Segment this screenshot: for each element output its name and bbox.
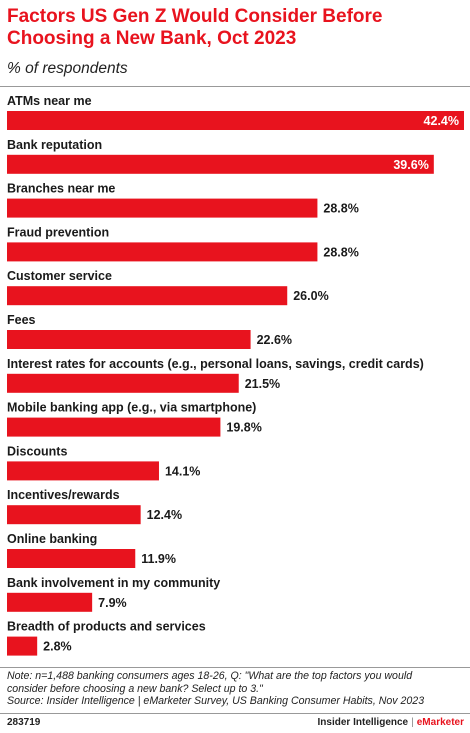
value-label: 28.8% xyxy=(323,202,358,216)
category-label: Branches near me xyxy=(7,182,115,196)
bar-row: Bank involvement in my community 7.9% xyxy=(7,576,220,612)
value-label: 39.6% xyxy=(393,158,428,172)
value-label: 21.5% xyxy=(245,377,280,391)
bar xyxy=(7,417,221,437)
bar xyxy=(7,198,318,218)
bar xyxy=(7,330,251,349)
bar-row: Online banking 11.9% xyxy=(7,532,176,568)
category-label: Discounts xyxy=(7,444,67,458)
value-label: 22.6% xyxy=(257,333,292,347)
category-label: Fraud prevention xyxy=(7,225,109,239)
bar-row: Customer service 26.0% xyxy=(7,269,329,306)
bar xyxy=(7,154,434,174)
bar xyxy=(7,461,159,481)
bar-row: Breadth of products and services 2.8% xyxy=(7,620,206,656)
bar-row: Interest rates for accounts (e.g., perso… xyxy=(7,357,424,393)
note-line-1: Note: n=1,488 banking consumers ages 18-… xyxy=(7,670,413,682)
value-label: 26.0% xyxy=(293,289,328,303)
bar-row: Incentives/rewards 12.4% xyxy=(7,488,182,525)
brand-emarketer: eMarketer xyxy=(416,717,464,728)
brand-insider-intelligence: Insider Intelligence xyxy=(317,717,409,728)
bar-row: Discounts 14.1% xyxy=(7,444,200,481)
value-label: 28.8% xyxy=(323,245,358,259)
bar xyxy=(7,286,288,306)
bar xyxy=(7,592,93,612)
chart-id: 283719 xyxy=(7,717,41,728)
value-label: 12.4% xyxy=(147,508,182,522)
value-label: 19.8% xyxy=(226,421,261,435)
chart-subtitle: % of respondents xyxy=(7,60,128,77)
value-label: 7.9% xyxy=(98,596,127,610)
bar xyxy=(7,549,136,568)
note-line-2: consider before choosing a new bank? Sel… xyxy=(7,682,263,695)
bar-row: Fees 22.6% xyxy=(7,313,292,349)
bar xyxy=(7,111,464,130)
value-label: 14.1% xyxy=(165,464,200,478)
category-label: Incentives/rewards xyxy=(7,488,120,502)
category-label: ATMs near me xyxy=(7,94,92,108)
category-label: Fees xyxy=(7,313,36,327)
bar-row: ATMs near me 42.4% xyxy=(7,94,464,130)
category-label: Mobile banking app (e.g., via smartphone… xyxy=(7,401,256,415)
bar-chart: ATMs near me 42.4% Bank reputation 39.6% Bra… xyxy=(7,94,464,656)
brand-separator: | xyxy=(411,717,414,728)
chart-note: Note: n=1,488 banking consumers ages 18-… xyxy=(7,670,465,708)
category-label: Breadth of products and services xyxy=(7,620,206,634)
category-label: Online banking xyxy=(7,532,97,546)
bar-row: Fraud prevention 28.8% xyxy=(7,225,359,262)
category-label: Customer service xyxy=(7,269,112,283)
bar xyxy=(7,636,38,656)
chart-title: Factors US Gen Z Would Consider Before C… xyxy=(7,6,383,49)
value-label: 11.9% xyxy=(141,552,176,566)
bar xyxy=(7,505,141,525)
category-label: Interest rates for accounts (e.g., perso… xyxy=(7,357,424,371)
brand-logo: Insider Intelligence | eMarketer xyxy=(318,717,464,728)
footer-divider xyxy=(0,713,470,714)
category-label: Bank reputation xyxy=(7,138,102,152)
value-label: 2.8% xyxy=(43,640,72,654)
bar-row: Branches near me 28.8% xyxy=(7,182,359,218)
bar xyxy=(7,373,239,393)
bar-row: Bank reputation 39.6% xyxy=(7,138,434,174)
bar-row: Mobile banking app (e.g., via smartphone… xyxy=(7,401,262,437)
bottom-divider xyxy=(0,667,470,668)
source-line: Source: Insider Intelligence | eMarketer… xyxy=(7,695,425,708)
top-divider xyxy=(0,86,470,87)
value-label: 42.4% xyxy=(424,114,459,128)
category-label: Bank involvement in my community xyxy=(7,576,220,590)
bar xyxy=(7,242,318,262)
